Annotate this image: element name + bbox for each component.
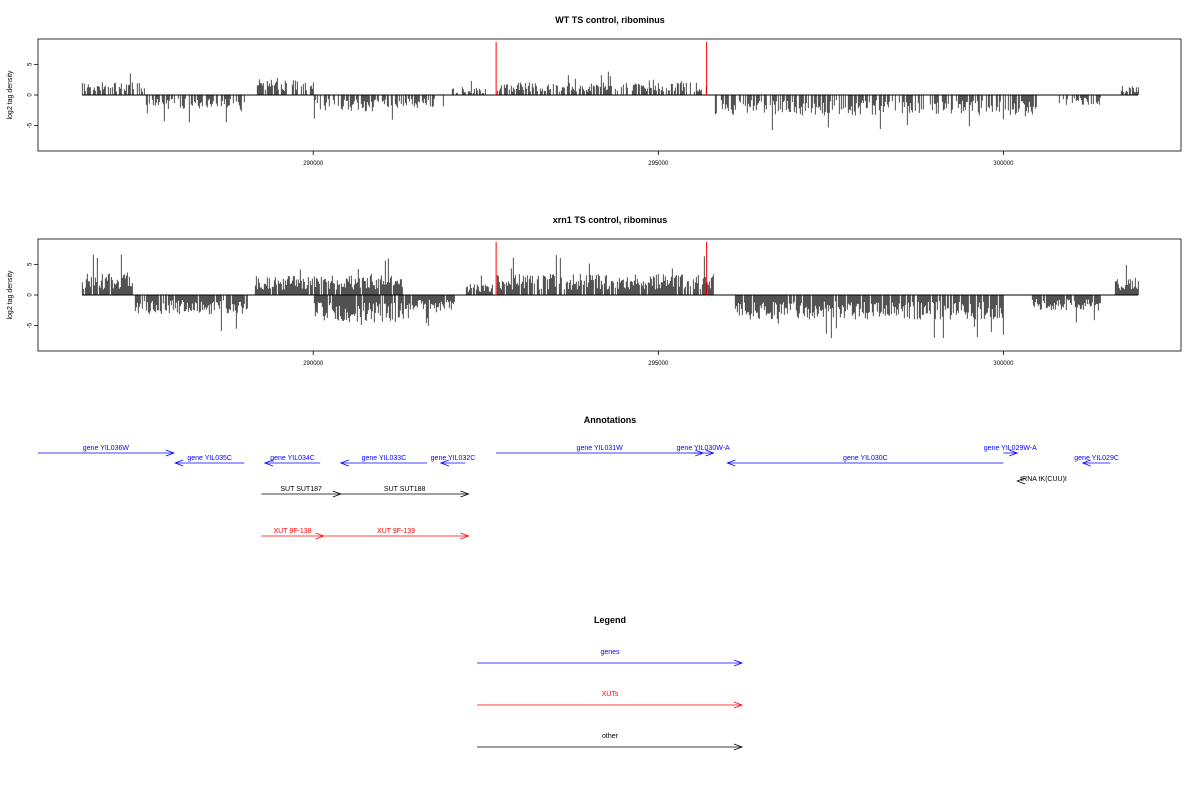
annotation-label: gene YIL030C [843, 455, 888, 462]
annotation-label: SUT SUT188 [384, 486, 426, 493]
wt-bars [81, 42, 1139, 130]
xrn1-y-axis-label: log2 tag density [7, 270, 14, 320]
annotation-3: gene YIL033C [339, 455, 428, 467]
annotation-arrowhead [165, 449, 175, 457]
legend-label: genes [600, 649, 620, 656]
annotation-label: gene YIL029W-A [984, 445, 1037, 452]
annotation-label: gene YIL033C [362, 455, 407, 462]
annotations-title: Annotations [584, 415, 637, 425]
annotation-label: tRNA tK(CUU)I [1020, 476, 1067, 483]
y-tick-label: 0 [28, 93, 34, 97]
x-tick-label: 300000 [993, 361, 1014, 367]
x-tick-label: 295000 [648, 361, 669, 367]
annotation-label: gene YIL031W [577, 445, 624, 452]
xrn1-axes: -5 0 5 290000 295000 300000 [28, 262, 1015, 367]
x-tick-label: 300000 [993, 161, 1014, 167]
annotation-label: XUT 9F-139 [377, 528, 415, 535]
annotation-arrowhead [263, 459, 274, 467]
annotation-items: gene YIL036W gene YIL035C gene YIL034C gene… [38, 445, 1119, 540]
legend-arrowhead [733, 743, 744, 751]
y-tick-label: 5 [28, 262, 34, 266]
xrn1-track-panel: xrn1 TS control, ribominus log2 tag dens… [7, 215, 1182, 367]
y-tick-label: 0 [28, 293, 34, 297]
legend-items: genes XUTs other [477, 649, 744, 751]
annotation-4: gene YIL032C [431, 455, 476, 467]
annotation-arrowhead [1009, 449, 1019, 457]
legend-arrowhead [733, 659, 744, 667]
annotation-arrowhead [174, 459, 184, 467]
annotation-10: tRNA tK(CUU)I [1016, 476, 1067, 485]
legend-label: other [602, 733, 619, 740]
annotation-label: gene YIL032C [431, 455, 476, 462]
x-tick-label: 295000 [648, 161, 669, 167]
y-tick-label: -5 [28, 122, 34, 128]
annotation-14: XUT 9F-139 [323, 528, 470, 540]
x-tick-label: 290000 [303, 161, 324, 167]
annotation-arrowhead [1016, 477, 1026, 485]
annotation-label: SUT SUT187 [280, 486, 322, 493]
annotation-arrowhead [339, 459, 349, 467]
legend-arrowhead [733, 701, 744, 709]
y-tick-label: -5 [28, 322, 34, 328]
annotation-arrowhead [439, 459, 450, 467]
annotation-12: SUT SUT188 [340, 486, 470, 498]
annotation-6: gene YIL030W-A [677, 445, 730, 457]
annotation-label: gene YIL034C [270, 455, 315, 462]
annotation-arrowhead [460, 490, 470, 498]
wt-axes: -5 0 5 290000 295000 300000 [28, 62, 1015, 167]
annotation-arrowhead [1081, 459, 1091, 467]
annotation-8: gene YIL029W-A [984, 445, 1037, 457]
xrn1-track-title: xrn1 TS control, ribominus [553, 215, 668, 225]
annotation-label: gene YIL029C [1074, 455, 1119, 462]
annotation-label: XUT 9F-138 [274, 528, 312, 535]
annotation-arrowhead [460, 532, 470, 540]
xrn1-bars [81, 242, 1139, 339]
annotation-9: gene YIL029C [1074, 455, 1119, 467]
annotation-arrowhead [726, 459, 736, 467]
legend-item-xuts: XUTs [477, 691, 744, 709]
legend-title: Legend [594, 615, 626, 625]
legend-item-genes: genes [477, 649, 744, 667]
legend-item-other: other [477, 733, 744, 751]
wt-track-panel: WT TS control, ribominus log2 tag densit… [7, 15, 1182, 167]
annotation-label: gene YIL036W [83, 445, 130, 452]
wt-track-title: WT TS control, ribominus [555, 15, 665, 25]
legend-panel: Legend genes XUTs other [477, 615, 744, 751]
wt-y-axis-label: log2 tag density [7, 70, 14, 120]
annotation-0: gene YIL036W [38, 445, 175, 457]
annotation-arrowhead [705, 449, 715, 457]
annotation-label: gene YIL030W-A [677, 445, 730, 452]
x-tick-label: 290000 [303, 361, 324, 367]
annotation-1: gene YIL035C [174, 455, 245, 467]
legend-label: XUTs [602, 691, 619, 698]
annotation-7: gene YIL030C [726, 455, 1004, 467]
annotation-label: gene YIL035C [187, 455, 232, 462]
annotation-2: gene YIL034C [263, 455, 321, 467]
y-tick-label: 5 [28, 62, 34, 66]
